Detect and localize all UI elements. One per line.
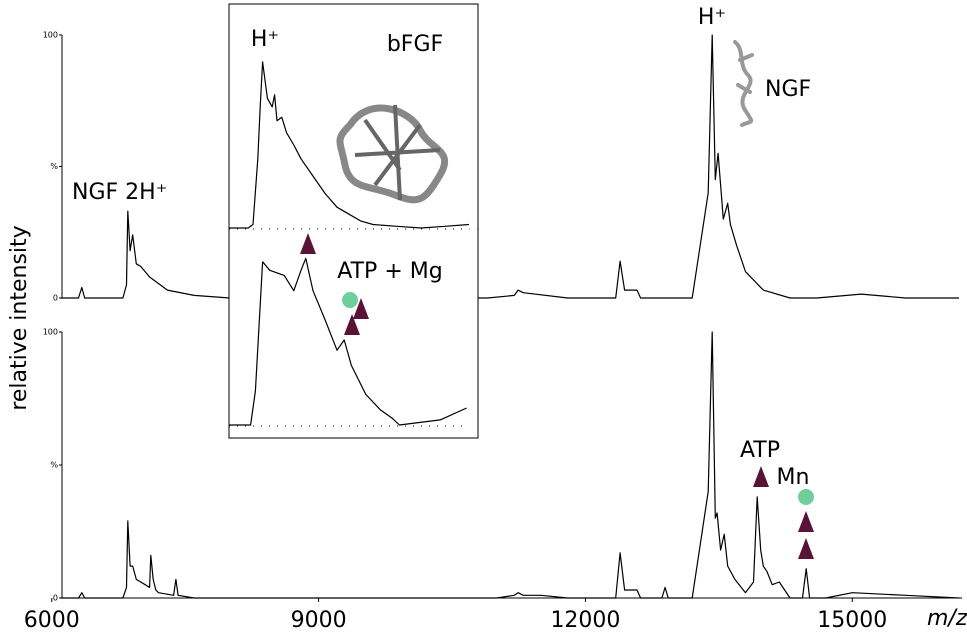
annotation: bFGF	[387, 32, 443, 57]
y-tick-label: %	[50, 461, 58, 470]
annotation: NGF 2H⁺	[72, 180, 167, 205]
annotation: H⁺	[698, 5, 726, 30]
adduct-triangle	[344, 314, 360, 335]
inset-box	[228, 3, 479, 439]
annotation: ATP	[740, 438, 780, 463]
y-tick-label: %	[50, 162, 58, 171]
adduct-triangle	[353, 298, 369, 319]
spectrum	[60, 331, 960, 599]
x-axis-label: m/z	[927, 606, 967, 631]
y-tick-label: 100	[43, 328, 58, 337]
protein-bfgf	[336, 104, 449, 204]
adduct-triangle	[798, 538, 814, 559]
y-tick-label: 0	[53, 594, 58, 603]
protein-bfgf	[354, 104, 441, 201]
x-tick-label: 6000	[24, 608, 80, 633]
annotation: H⁺	[251, 27, 279, 52]
y-axis-label: relative intensity	[7, 225, 32, 410]
adduct-circle	[798, 489, 814, 505]
adduct-triangle	[798, 511, 814, 532]
protein-ngf	[733, 40, 754, 127]
adduct-circle	[342, 292, 358, 308]
y-tick-label: 100	[43, 31, 58, 40]
spectrum	[229, 257, 467, 426]
annotation: Mn	[777, 465, 810, 490]
y-tick-label: 0	[53, 294, 58, 303]
annotation: NGF	[765, 77, 811, 102]
x-tick-label: 15000	[817, 608, 887, 633]
spectrum	[60, 34, 959, 299]
annotation: ATP + Mg	[337, 259, 442, 284]
adduct-triangle	[300, 233, 316, 254]
x-tick-label: 12000	[550, 608, 620, 633]
spectrum	[229, 61, 470, 229]
x-tick-label: 9000	[291, 608, 347, 633]
adduct-triangle	[753, 466, 769, 487]
